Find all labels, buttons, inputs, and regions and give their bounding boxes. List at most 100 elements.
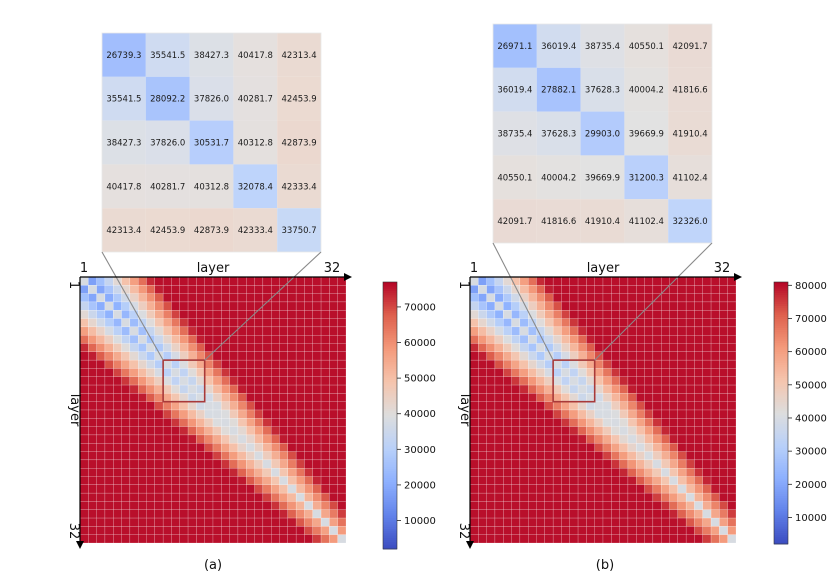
heatmap-cell <box>329 293 338 303</box>
heatmap-cell <box>246 443 255 452</box>
colorbar-segment <box>383 326 397 330</box>
heatmap-cell <box>279 310 288 319</box>
colorbar-segment <box>383 382 397 385</box>
heatmap-cell <box>669 285 678 294</box>
heatmap-cell <box>246 384 255 394</box>
heatmap-cell <box>494 451 504 461</box>
heatmap-cell <box>511 501 521 510</box>
heatmap-cell <box>486 318 496 328</box>
heatmap-cell <box>702 418 712 427</box>
heatmap-cell <box>677 451 687 461</box>
heatmap-cell <box>320 468 330 477</box>
heatmap-cell <box>594 376 604 386</box>
heatmap-cell <box>486 434 496 444</box>
heatmap-cell <box>187 517 197 527</box>
heatmap-cell <box>304 451 313 461</box>
colorbar-segment <box>383 364 397 367</box>
heatmap-cell <box>503 526 512 535</box>
heatmap-cell <box>702 276 712 286</box>
heatmap-cell <box>536 468 545 477</box>
heatmap-cell <box>569 310 579 319</box>
heatmap-cell <box>619 468 629 477</box>
colorbar-segment <box>774 441 788 444</box>
heatmap-cell <box>146 484 155 494</box>
heatmap-cell <box>129 326 139 336</box>
heatmap-cell <box>320 276 330 286</box>
heatmap-cell <box>320 409 330 419</box>
heatmap-cell <box>636 318 645 328</box>
heatmap-cell <box>271 443 280 452</box>
heatmap-cell <box>162 434 172 444</box>
heatmap-cell <box>337 418 347 427</box>
heatmap-cell <box>544 376 554 386</box>
heatmap-cell <box>577 476 587 485</box>
heatmap-cell <box>636 343 645 352</box>
heatmap-cell <box>644 526 654 535</box>
heatmap-cell <box>478 335 487 344</box>
heatmap-cell <box>312 426 322 436</box>
heatmap-cell <box>179 534 189 544</box>
heatmap-cell <box>561 509 570 519</box>
heatmap-cell <box>469 459 479 469</box>
heatmap-cell <box>577 376 587 386</box>
heatmap-cell <box>602 451 612 461</box>
heatmap-cell <box>337 384 347 394</box>
heatmap-cell <box>121 318 131 328</box>
zoom-cell-value: 38735.4 <box>497 130 532 140</box>
colorbar-segment <box>383 348 397 352</box>
heatmap-cell <box>519 376 529 386</box>
heatmap-cell <box>162 534 172 544</box>
heatmap-cell <box>478 376 487 386</box>
heatmap-cell <box>685 368 695 377</box>
heatmap-cell <box>719 509 728 519</box>
heatmap-cell <box>320 401 330 411</box>
heatmap-cell <box>486 501 496 510</box>
heatmap-cell <box>196 276 205 286</box>
zoom-cell-value: 33750.7 <box>282 226 317 236</box>
heatmap-cell <box>511 368 521 377</box>
heatmap-cell <box>661 443 670 452</box>
heatmap-cell <box>577 426 587 436</box>
heatmap-cell <box>179 401 189 411</box>
heatmap-cell <box>287 426 297 436</box>
heatmap-cell <box>171 401 180 411</box>
heatmap-cell <box>619 451 629 461</box>
y-axis-label: layer <box>67 394 82 427</box>
heatmap-cell <box>719 426 728 436</box>
heatmap-cell <box>146 276 155 286</box>
heatmap-cell <box>685 426 695 436</box>
heatmap-cell <box>511 409 521 419</box>
heatmap-cell <box>229 434 239 444</box>
heatmap-cell <box>552 492 562 502</box>
heatmap-cell <box>661 434 670 444</box>
heatmap-cell <box>710 276 720 286</box>
heatmap-cell <box>511 418 521 427</box>
heatmap-cell <box>246 451 255 461</box>
heatmap-cell <box>162 318 172 328</box>
heatmap-cell <box>187 393 197 402</box>
colorbar-segment <box>383 319 397 323</box>
heatmap-cell <box>644 318 654 328</box>
heatmap-cell <box>196 376 205 386</box>
heatmap-cell <box>528 293 537 303</box>
colorbar-segment <box>383 466 397 470</box>
heatmap-cell <box>262 335 272 344</box>
heatmap-cell <box>179 451 189 461</box>
heatmap-cell <box>627 301 637 311</box>
heatmap-cell <box>611 276 620 286</box>
heatmap-cell <box>619 534 629 544</box>
heatmap-cell <box>661 418 670 427</box>
heatmap-cell <box>594 293 604 303</box>
heatmap-cell <box>577 310 587 319</box>
heatmap-cell <box>271 310 280 319</box>
heatmap-cell <box>287 326 297 336</box>
heatmap-cell <box>544 451 554 461</box>
heatmap-cell <box>121 409 131 419</box>
heatmap-cell <box>661 509 670 519</box>
heatmap-cell <box>694 393 703 402</box>
heatmap-cell <box>469 509 479 519</box>
heatmap-cell <box>619 276 629 286</box>
heatmap-cell <box>162 468 172 477</box>
zoom-cell <box>102 76 146 121</box>
heatmap-cell <box>627 534 637 544</box>
